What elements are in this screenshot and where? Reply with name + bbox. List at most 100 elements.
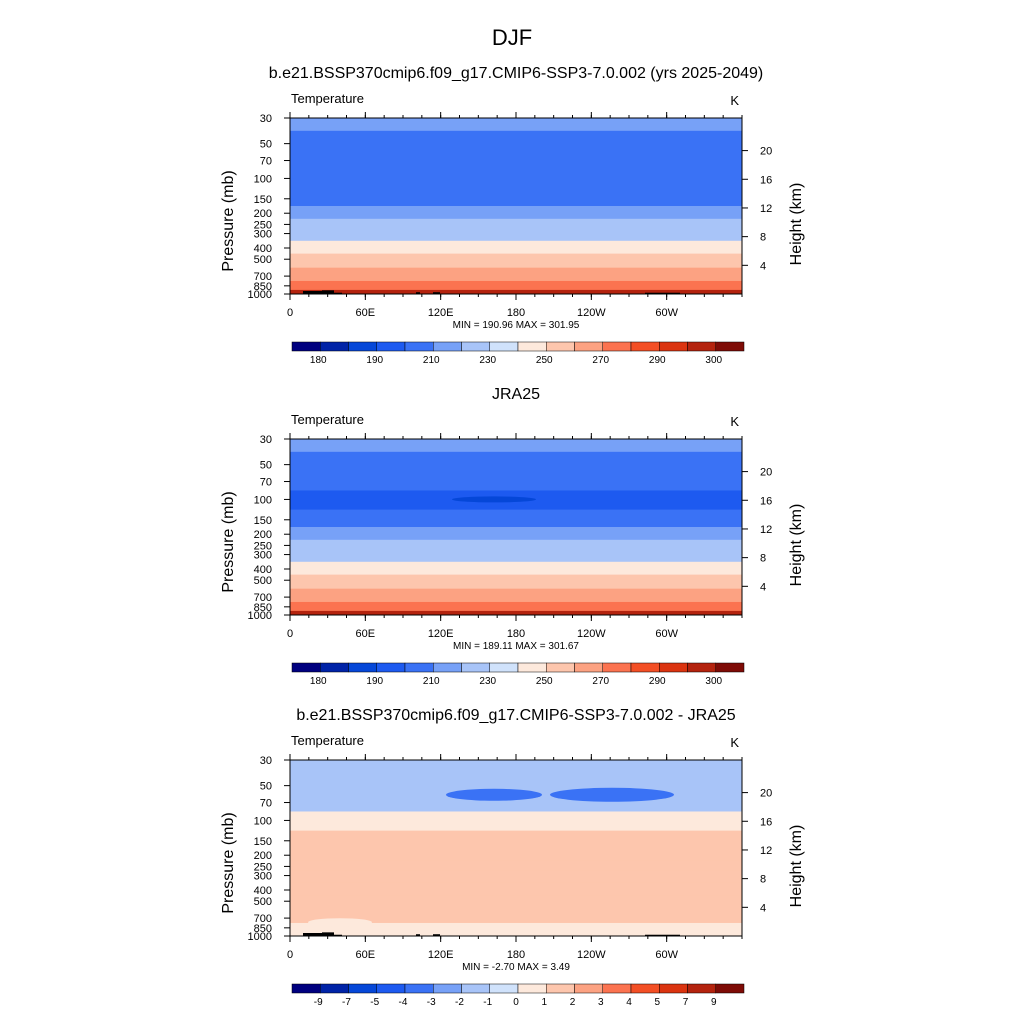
x-tick-label: 120E [428, 628, 454, 640]
contour-field [290, 760, 742, 936]
y-tick-label: 500 [254, 575, 272, 587]
y-right-axis-label: Height (km) [788, 504, 805, 587]
colorbar-label: 250 [536, 676, 553, 687]
contour-band [290, 760, 742, 774]
colorbar-swatch [404, 662, 434, 673]
colorbar-swatch [715, 341, 745, 352]
contour-band [290, 509, 742, 528]
orography-block [433, 292, 440, 294]
y-tick-label: 850 [254, 923, 272, 935]
cold-core [452, 496, 536, 503]
colorbar-swatch [291, 341, 321, 352]
colorbar-swatch [433, 662, 462, 673]
orography-block [322, 290, 334, 294]
y-tick-label: 150 [254, 515, 272, 527]
colorbar-label: 0 [513, 997, 519, 1008]
contour-field [290, 439, 742, 615]
colorbar-label: 290 [649, 355, 666, 366]
y-axis-label: Pressure (mb) [220, 491, 237, 592]
contour-band [290, 240, 742, 255]
colorbar-label: 230 [479, 676, 496, 687]
y-tick-label: 30 [260, 113, 272, 125]
contour-band [290, 267, 742, 282]
colorbar-label: 180 [310, 676, 327, 687]
y-right-tick-label: 20 [760, 788, 772, 800]
colorbar-swatch [517, 341, 547, 352]
x-tick-label: 120E [428, 307, 454, 319]
contour-band [290, 169, 742, 190]
colorbar-label: 1 [541, 997, 547, 1008]
colorbar-label: -2 [455, 997, 464, 1008]
y-tick-label: 150 [254, 194, 272, 206]
contour-band [290, 253, 742, 269]
contour-band [290, 188, 742, 207]
y-tick-label: 400 [254, 885, 272, 897]
colorbar-label: 290 [649, 676, 666, 687]
colorbar-swatch [291, 662, 321, 673]
colorbar-swatch [376, 662, 406, 673]
orography-block [322, 932, 334, 936]
colorbar-label: 190 [366, 676, 383, 687]
colorbar-swatch [433, 341, 462, 352]
y-right-tick-label: 20 [760, 467, 772, 479]
page-title: DJF [492, 25, 532, 50]
x-tick-label: 120E [428, 949, 454, 961]
y-tick-label: 100 [254, 815, 272, 827]
colorbar-swatch [715, 662, 745, 673]
colorbar-swatch [659, 662, 688, 673]
min-max-stats: MIN = 190.96 MAX = 301.95 [453, 320, 580, 331]
y-right-tick-label: 8 [760, 553, 766, 565]
x-tick-label: 180 [507, 628, 525, 640]
x-tick-label: 180 [507, 949, 525, 961]
orography-block [645, 934, 680, 936]
colorbar-label: 180 [310, 355, 327, 366]
colorbar-swatch [489, 662, 519, 673]
colorbar-label: 190 [366, 355, 383, 366]
contour-band [290, 439, 742, 453]
x-tick-label: 120W [577, 949, 606, 961]
colorbar-label: -9 [314, 997, 323, 1008]
y-tick-label: 400 [254, 243, 272, 255]
colorbar-swatch [348, 341, 377, 352]
panel-title: b.e21.BSSP370cmip6.f09_g17.CMIP6-SSP3-7.… [269, 65, 764, 82]
panel-units-label: K [730, 414, 739, 429]
contour-band [290, 130, 742, 153]
y-tick-label: 300 [254, 229, 272, 241]
y-right-tick-label: 12 [760, 203, 772, 215]
colorbar-label: -7 [342, 997, 351, 1008]
y-right-tick-label: 16 [760, 816, 772, 828]
colorbar-label: 3 [598, 997, 604, 1008]
colorbar-swatch [348, 983, 377, 994]
y-right-tick-label: 8 [760, 232, 766, 244]
contour-band [290, 561, 742, 576]
panel-title: b.e21.BSSP370cmip6.f09_g17.CMIP6-SSP3-7.… [296, 707, 735, 724]
colorbar-swatch [687, 662, 716, 673]
contour-band [290, 218, 742, 230]
contour-band [290, 922, 742, 933]
y-right-tick-label: 16 [760, 174, 772, 186]
contour-band [290, 588, 742, 603]
contour-band [290, 870, 742, 884]
contour-field [290, 118, 742, 294]
colorbar-label: 300 [705, 676, 722, 687]
colorbar-swatch [517, 662, 547, 673]
panel-left-label: Temperature [291, 412, 364, 427]
panel-left-label: Temperature [291, 733, 364, 748]
contour-band [290, 228, 742, 242]
y-right-tick-label: 4 [760, 581, 766, 593]
colorbar-swatch [659, 341, 688, 352]
contour-band [290, 118, 742, 132]
colorbar-swatch [574, 341, 603, 352]
contour-band [290, 860, 742, 872]
y-tick-label: 400 [254, 564, 272, 576]
x-tick-label: 60W [655, 307, 678, 319]
y-tick-label: 200 [254, 208, 272, 220]
colorbar-swatch [687, 341, 716, 352]
orography-block [645, 292, 680, 294]
y-tick-label: 300 [254, 550, 272, 562]
orography-block [416, 934, 420, 936]
contour-band [290, 539, 742, 551]
colorbar-label: 270 [592, 676, 609, 687]
y-tick-label: 700 [254, 592, 272, 604]
y-tick-label: 850 [254, 602, 272, 614]
